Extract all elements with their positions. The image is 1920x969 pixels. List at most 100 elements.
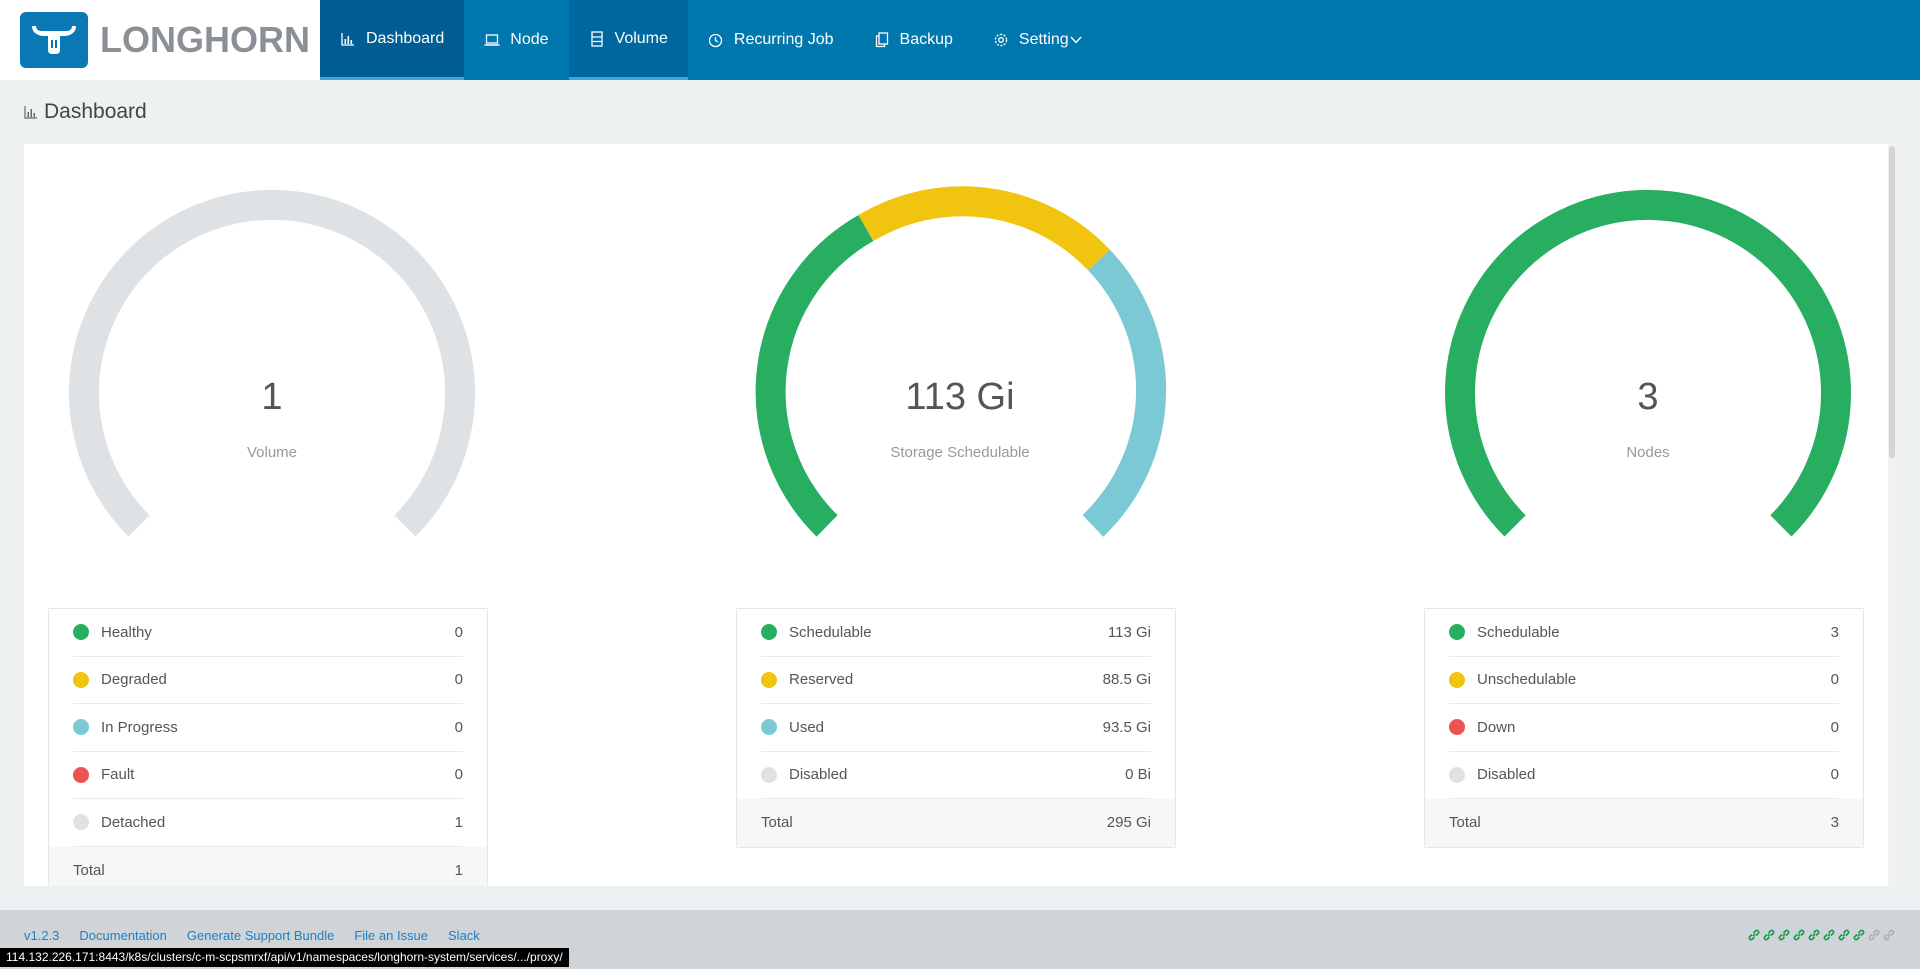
nav-setting-label: Setting xyxy=(1018,31,1069,48)
legend-row-healthy[interactable]: Healthy 0 xyxy=(73,609,463,657)
legend-row-fault[interactable]: Fault 0 xyxy=(73,752,463,799)
volume-gauge-chart xyxy=(69,189,475,537)
page-scrollbar-thumb[interactable] xyxy=(1889,146,1895,458)
nav-dashboard[interactable]: Dashboard xyxy=(320,0,465,80)
storage-schedulable-label: Storage Schedulable xyxy=(890,444,1030,461)
legend-label: Disabled xyxy=(789,766,848,784)
legend-value: 88.5 Gi xyxy=(1102,671,1151,689)
legend-label: Disabled xyxy=(1477,766,1536,784)
documentation-link[interactable]: Documentation xyxy=(79,928,167,943)
longhorn-logo-icon xyxy=(20,12,88,68)
nav-dashboard-label: Dashboard xyxy=(366,29,445,47)
version-link[interactable]: v1.2.3 xyxy=(24,928,60,943)
nav-setting[interactable]: Setting xyxy=(973,0,1102,80)
page-title-text: Dashboard xyxy=(44,100,147,123)
link-icon xyxy=(1837,928,1851,942)
footer-links: v1.2.3 Documentation Generate Support Bu… xyxy=(24,928,500,943)
legend-total-row: Total 3 xyxy=(1425,799,1863,847)
clock-icon xyxy=(708,32,724,48)
dashboard-panel: 1 Volume 113 Gi Storage Schedulable 3 No… xyxy=(24,144,1888,886)
legend-row-unschedulable[interactable]: Unschedulable 0 xyxy=(1449,657,1839,704)
legend-row-schedulable[interactable]: Schedulable 3 xyxy=(1449,609,1839,657)
status-dot xyxy=(761,719,777,736)
legend-label: Schedulable xyxy=(1477,623,1560,641)
status-dot xyxy=(1449,671,1465,688)
legend-label: Degraded xyxy=(101,671,167,689)
legend-row-reserved[interactable]: Reserved 88.5 Gi xyxy=(761,657,1151,704)
volume-gauge[interactable]: 1 Volume xyxy=(62,184,482,564)
nav-volume-label: Volume xyxy=(614,29,668,47)
legend-row-in-progress[interactable]: In Progress 0 xyxy=(73,704,463,752)
page-title: Dashboard xyxy=(24,100,147,124)
legend-label: Used xyxy=(789,718,825,736)
volume-count: 1 xyxy=(261,376,283,418)
legend-row-degraded[interactable]: Degraded 0 xyxy=(73,657,463,704)
legend-label: Detached xyxy=(101,813,166,831)
legend-label: Fault xyxy=(101,766,135,784)
status-dot xyxy=(1449,624,1465,641)
legend-label: Unschedulable xyxy=(1477,671,1577,689)
legend-row-detached[interactable]: Detached 1 xyxy=(73,799,463,847)
status-dot xyxy=(1449,766,1465,783)
legend-row-down[interactable]: Down 0 xyxy=(1449,704,1839,752)
link-icon xyxy=(1777,928,1791,942)
link-icon xyxy=(1747,928,1761,942)
nav-node[interactable]: Node xyxy=(464,0,568,80)
legend-value: 0 xyxy=(1830,718,1839,736)
legend-label: Schedulable xyxy=(789,623,872,641)
nodes-gauge[interactable]: 3 Nodes xyxy=(1438,184,1858,564)
link-icon xyxy=(1822,928,1836,942)
gear-icon xyxy=(993,32,1009,48)
link-icon xyxy=(1807,928,1821,942)
volume-legend: Healthy 0 Degraded 0 In Progress 0 Fault… xyxy=(48,608,488,886)
slack-link[interactable]: Slack xyxy=(448,928,480,943)
copy-icon xyxy=(874,32,890,48)
legend-value: 0 xyxy=(454,623,463,641)
nav-volume[interactable]: Volume xyxy=(568,0,688,80)
file-an-issue-link[interactable]: File an Issue xyxy=(354,928,429,943)
status-dot xyxy=(761,766,777,783)
legend-row-disabled[interactable]: Disabled 0 xyxy=(1449,752,1839,799)
link-icon xyxy=(1867,928,1881,942)
status-dot xyxy=(73,719,89,736)
logo-text: LONGHORN xyxy=(100,19,310,60)
bar-chart-icon xyxy=(340,31,356,47)
status-dot xyxy=(73,624,89,641)
legend-total-value: 295 Gi xyxy=(1106,814,1151,832)
nav-node-label: Node xyxy=(510,31,549,48)
legend-row-disabled[interactable]: Disabled 0 Bi xyxy=(761,752,1151,799)
legend-total-row: Total 295 Gi xyxy=(737,799,1175,847)
status-dot xyxy=(761,671,777,688)
link-icon xyxy=(1762,928,1776,942)
nav-recurring-job-label: Recurring Job xyxy=(733,31,834,48)
legend-total-row: Total 1 xyxy=(49,846,487,886)
status-dot xyxy=(73,671,89,688)
bar-chart-icon xyxy=(24,105,38,119)
legend-label: In Progress xyxy=(101,718,178,736)
page-scrollbar-track[interactable] xyxy=(1888,144,1896,886)
chevron-down-icon xyxy=(1070,36,1082,44)
legend-row-schedulable[interactable]: Schedulable 113 Gi xyxy=(761,609,1151,657)
legend-label: Reserved xyxy=(789,671,854,689)
status-dot xyxy=(73,814,89,831)
laptop-icon xyxy=(484,32,500,48)
nav-recurring-job[interactable]: Recurring Job xyxy=(688,0,854,80)
storage-gauge[interactable]: 113 Gi Storage Schedulable xyxy=(750,184,1170,564)
legend-value: 113 Gi xyxy=(1107,623,1151,641)
legend-value: 0 xyxy=(454,718,463,736)
legend-total-label: Total xyxy=(1449,814,1481,832)
legend-value: 0 xyxy=(454,766,463,784)
nodes-count: 3 xyxy=(1637,376,1659,418)
legend-row-used[interactable]: Used 93.5 Gi xyxy=(761,704,1151,752)
logo[interactable]: LONGHORN xyxy=(0,0,320,80)
legend-value: 93.5 Gi xyxy=(1102,718,1151,736)
status-dot xyxy=(761,624,777,641)
legend-value: 0 xyxy=(1830,671,1839,689)
storage-legend: Schedulable 113 Gi Reserved 88.5 Gi Used… xyxy=(736,608,1176,848)
nav-backup[interactable]: Backup xyxy=(854,0,973,80)
generate-support-bundle-link[interactable]: Generate Support Bundle xyxy=(186,928,335,943)
legend-value: 1 xyxy=(454,813,463,831)
database-icon xyxy=(589,30,605,47)
legend-value: 0 xyxy=(1830,766,1839,784)
nodes-label: Nodes xyxy=(1626,444,1670,461)
